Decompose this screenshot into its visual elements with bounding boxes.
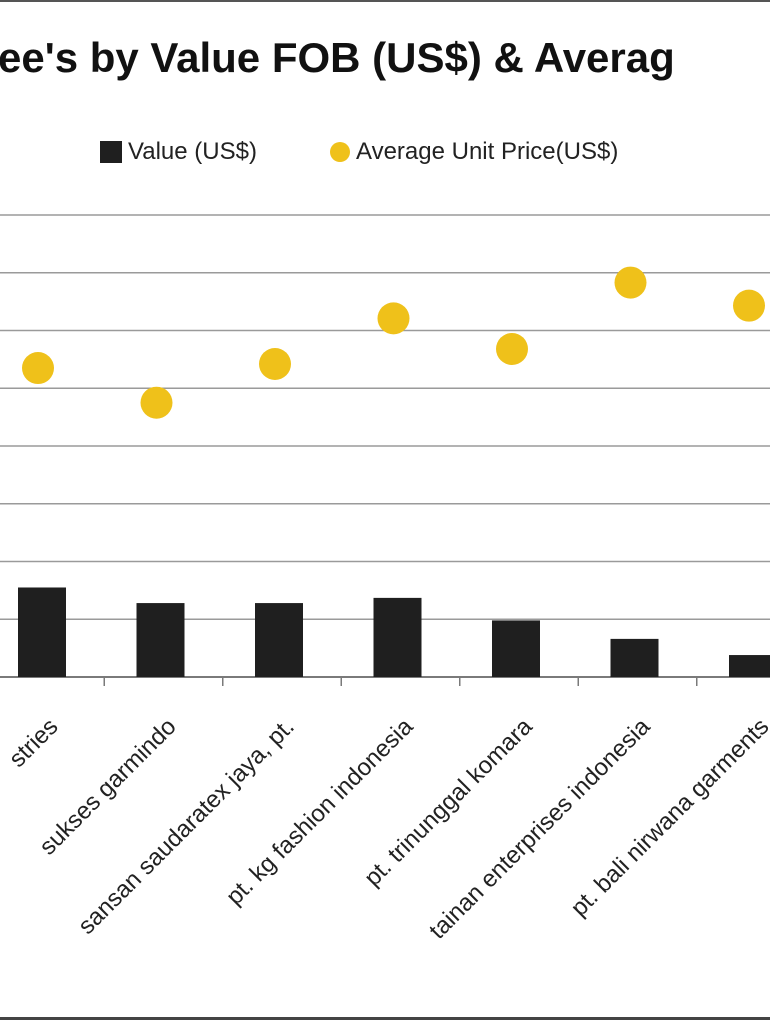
point-average-unit-price-6 [733,289,765,322]
point-average-unit-price-1 [140,386,173,419]
legend-item-average-unit-price: Average Unit Price(US$) [330,138,618,166]
bar-value-6 [729,655,770,677]
chart-title: ee's by Value FOB (US$) & Averag [0,34,770,104]
bar-value-1 [136,603,185,677]
chart-title-text: ee's by Value FOB (US$) & Averag [0,34,675,81]
legend-label-average-unit-price: Average Unit Price(US$) [356,138,619,165]
legend-swatch-bar [100,141,122,163]
legend-item-value: Value (US$) [100,138,257,166]
bar-value-5 [610,638,659,677]
legend-label-value: Value (US$) [128,138,257,165]
legend-swatch-dot [330,142,350,162]
bar-value-0 [18,587,66,677]
bar-value-3 [373,597,422,677]
point-average-unit-price-3 [377,302,410,335]
point-average-unit-price-0 [22,352,54,385]
bar-value-4 [492,620,540,677]
bar-value-2 [255,603,303,677]
point-average-unit-price-4 [496,332,528,365]
point-average-unit-price-5 [614,266,647,299]
point-average-unit-price-2 [259,347,291,380]
